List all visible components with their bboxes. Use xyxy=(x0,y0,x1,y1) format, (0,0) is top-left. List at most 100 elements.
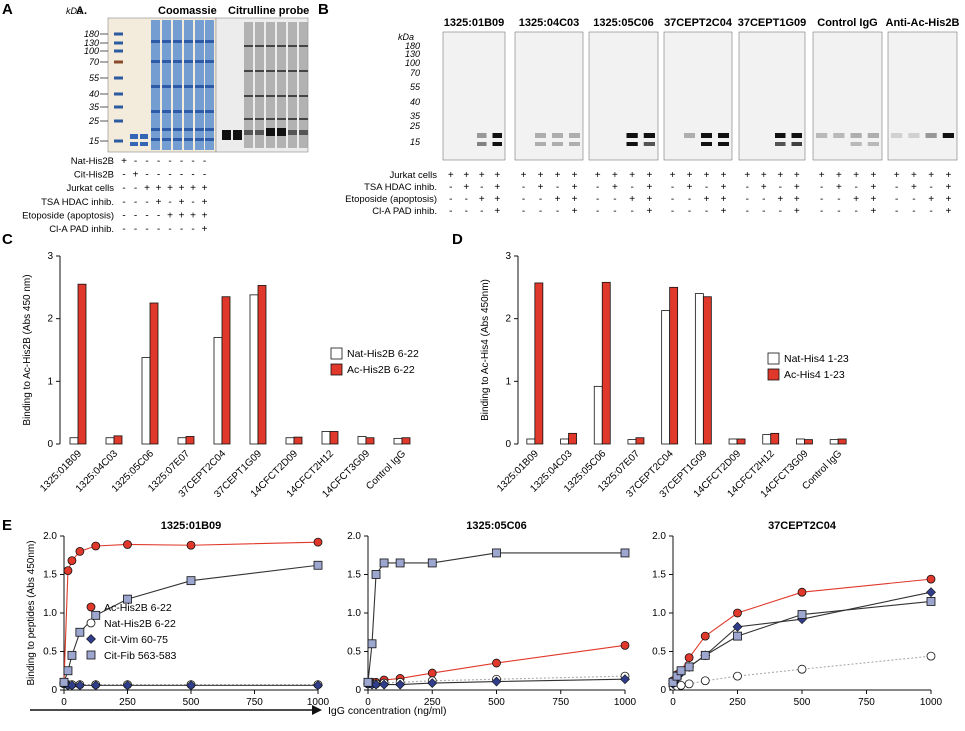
citrulline-band xyxy=(277,118,286,120)
condition-sign-a: + xyxy=(167,210,173,221)
panel-a-sublabel: A. xyxy=(76,5,87,17)
point-circle xyxy=(427,668,437,678)
condition-sign-b: + xyxy=(572,206,578,217)
line-x-tick-label: 1000 xyxy=(614,697,637,708)
point-diamond xyxy=(427,678,438,688)
bar-y-tick-label: 2 xyxy=(505,314,511,325)
line-x-tick-label: 1000 xyxy=(920,697,943,708)
citrulline-band xyxy=(277,95,286,97)
blot-band-lower xyxy=(791,142,802,146)
chart-e3: 0 0.5 1.0 1.5 2.0 0 250 500 750 1000 37CEPT2C04 xyxy=(652,520,942,708)
bar-ac xyxy=(365,437,375,445)
condition-sign-a: - xyxy=(134,224,137,235)
point-diamond xyxy=(186,680,196,691)
blot-title: 37CEPT2C04 xyxy=(664,17,733,29)
coomassie-band xyxy=(151,85,160,88)
marker-label-100: 100 xyxy=(84,46,99,56)
panel-c-letter: C xyxy=(2,231,13,248)
condition-sign-b: - xyxy=(820,182,823,193)
condition-sign-a: - xyxy=(157,210,160,221)
blot-band-upper xyxy=(535,133,546,138)
blot-band-lower xyxy=(552,142,563,146)
condition-sign-a: - xyxy=(134,183,137,194)
line-y-tick-label: 0.5 xyxy=(43,647,57,658)
point-square xyxy=(684,662,694,672)
condition-sign-a: - xyxy=(122,183,125,194)
ladder-band xyxy=(114,49,123,53)
point-diamond xyxy=(86,634,96,644)
condition-sign-a: + xyxy=(121,156,127,167)
condition-sign-a: - xyxy=(191,170,194,181)
citrulline-band xyxy=(288,70,297,72)
citrulline-strong-band xyxy=(277,128,286,136)
marker-label-100: 100 xyxy=(405,58,420,68)
coomassie-band xyxy=(130,134,138,139)
point-circle-open xyxy=(926,651,936,661)
coomassie-band xyxy=(151,60,160,63)
panel-b-kda-label: kDa xyxy=(398,32,414,42)
citrulline-band xyxy=(255,45,264,47)
citrulline-band xyxy=(299,118,308,120)
condition-sign-b: - xyxy=(449,206,452,217)
blot-band-upper xyxy=(816,133,828,138)
condition-sign-b: + xyxy=(721,206,727,217)
condition-sign-b: - xyxy=(630,206,633,217)
bar-nat xyxy=(321,431,331,445)
citrulline-band xyxy=(222,130,231,140)
line-y-tick-label: 1.0 xyxy=(652,608,666,619)
point-circle xyxy=(313,537,323,547)
point-circle-open xyxy=(700,676,710,686)
coomassie-band xyxy=(173,138,182,141)
marker-label-180: 180 xyxy=(84,29,99,39)
blot-band-upper xyxy=(492,133,502,138)
citrulline-band xyxy=(244,118,253,120)
bar-ac xyxy=(770,432,780,445)
point-circle xyxy=(86,602,96,612)
condition-sign-b: - xyxy=(912,194,915,205)
blot-membrane xyxy=(514,31,584,161)
line-y-tick-label: 1.5 xyxy=(652,570,666,581)
line-y-tick-label: 2.0 xyxy=(347,531,361,542)
point-diamond xyxy=(926,587,936,598)
citrulline-band xyxy=(299,45,308,47)
condition-sign-b: + xyxy=(761,182,767,193)
line-y-tick-label: 0 xyxy=(51,685,57,696)
bar-ac xyxy=(149,302,159,445)
bar-y-axis-label: Binding to Ac-His4 (Abs 450nm) xyxy=(480,279,491,421)
line-x-tick-label: 250 xyxy=(729,697,746,708)
condition-sign-b: - xyxy=(556,182,559,193)
blot-band-upper xyxy=(643,133,655,138)
line-x-tick-label: 0 xyxy=(365,697,371,708)
point-circle xyxy=(67,556,77,566)
condition-sign-a: - xyxy=(145,224,148,235)
condition-sign-b: - xyxy=(630,182,633,193)
condition-sign-b: + xyxy=(479,170,485,181)
condition-sign-a: + xyxy=(202,197,208,208)
ladder-band xyxy=(114,32,123,36)
condition-sign-b: + xyxy=(448,170,454,181)
blot-band-upper xyxy=(891,133,903,138)
condition-label-b: TSA HDAC inhib. xyxy=(364,182,437,193)
line-x-tick-label: 750 xyxy=(858,697,875,708)
condition-sign-b: + xyxy=(612,170,618,181)
condition-sign-b: - xyxy=(596,182,599,193)
point-square xyxy=(395,558,405,568)
panel-d-letter: D xyxy=(452,231,463,248)
bar-legend-swatch xyxy=(330,363,343,376)
coomassie-band xyxy=(184,85,193,88)
bar-nat xyxy=(285,437,295,445)
coomassie-band xyxy=(173,128,182,131)
coomassie-band xyxy=(130,142,138,146)
condition-label-b: Etoposide (apoptosis) xyxy=(345,194,437,205)
condition-sign-b: - xyxy=(705,206,708,217)
bar-ac xyxy=(568,432,577,445)
condition-sign-b: - xyxy=(837,194,840,205)
bar-nat xyxy=(213,337,223,445)
condition-sign-b: - xyxy=(779,206,782,217)
marker-label-70: 70 xyxy=(410,68,420,78)
condition-sign-b: + xyxy=(721,182,727,193)
condition-sign-b: - xyxy=(762,194,765,205)
blot-band-lower xyxy=(867,142,879,146)
